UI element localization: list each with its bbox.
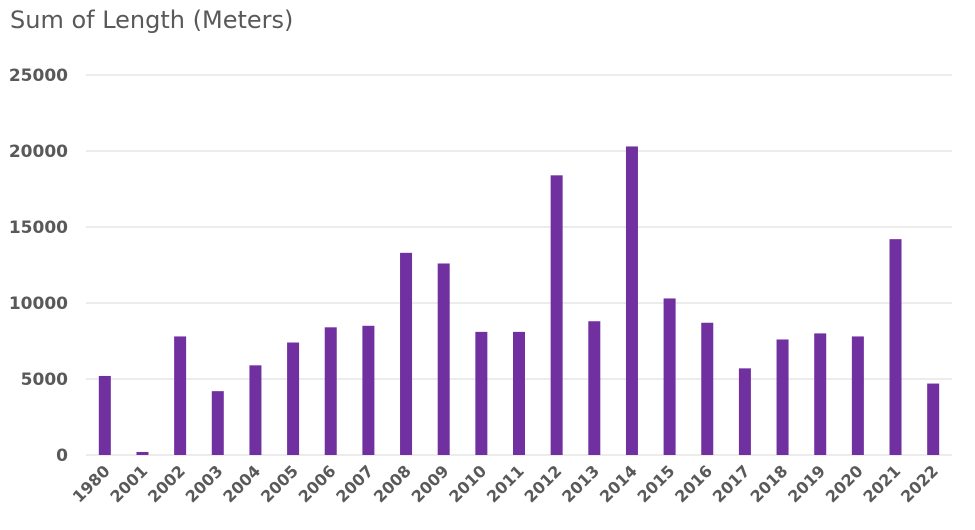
x-tick-label: 2010 <box>445 461 490 506</box>
x-tick-label: 2004 <box>219 461 264 506</box>
bar-2017 <box>738 368 751 455</box>
x-tick-label: 2015 <box>634 461 679 506</box>
bar-1980 <box>98 375 111 455</box>
x-tick-label: 2006 <box>295 461 340 506</box>
bar-2005 <box>287 342 300 455</box>
x-tick-label: 2021 <box>859 461 904 506</box>
bar-2021 <box>889 239 902 455</box>
x-tick-label: 2019 <box>784 461 829 506</box>
x-tick-label: 2005 <box>257 461 302 506</box>
x-tick-label: 2014 <box>596 461 641 506</box>
x-tick-label: 2020 <box>822 461 867 506</box>
bar-2019 <box>814 333 827 455</box>
y-tick-label: 5000 <box>21 370 68 390</box>
x-tick-label: 2011 <box>483 461 528 506</box>
bar-2008 <box>400 252 413 455</box>
x-axis-ticks: 1980200120022003200420052006200720082009… <box>69 461 942 506</box>
x-tick-label: 2018 <box>746 461 791 506</box>
y-tick-label: 15000 <box>9 218 68 238</box>
x-tick-label: 2022 <box>897 461 942 506</box>
y-tick-label: 20000 <box>9 142 68 162</box>
y-tick-label: 25000 <box>9 66 68 86</box>
x-tick-label: 1980 <box>69 461 114 506</box>
bar-2020 <box>851 336 864 455</box>
bar-2014 <box>625 146 638 455</box>
bar-2016 <box>701 322 714 455</box>
x-tick-label: 2001 <box>106 461 151 506</box>
x-tick-label: 2007 <box>332 461 377 506</box>
bar-2006 <box>324 327 337 455</box>
x-tick-label: 2003 <box>182 461 227 506</box>
x-tick-label: 2008 <box>370 461 415 506</box>
y-axis-ticks: 0 5000 10000 15000 20000 25000 <box>9 66 68 466</box>
bars <box>98 146 940 455</box>
bar-2004 <box>249 365 262 455</box>
bar-2011 <box>513 331 525 455</box>
bar-2007 <box>362 325 375 455</box>
y-tick-label: 10000 <box>9 294 68 314</box>
bar-2009 <box>437 263 450 455</box>
bar-2001 <box>136 451 149 455</box>
x-tick-label: 2017 <box>709 461 754 506</box>
bar-2018 <box>776 339 789 455</box>
bar-2003 <box>211 391 224 455</box>
x-tick-label: 2016 <box>671 461 716 506</box>
y-tick-label: 0 <box>56 446 68 466</box>
bar-2022 <box>927 383 940 455</box>
x-tick-label: 2012 <box>521 461 566 506</box>
bar-2010 <box>475 331 488 455</box>
bar-2015 <box>663 298 676 455</box>
bar-2012 <box>550 175 563 455</box>
bar-2002 <box>174 336 187 455</box>
x-tick-label: 2009 <box>408 461 453 506</box>
x-tick-label: 2002 <box>144 461 189 506</box>
bar-2013 <box>588 321 601 455</box>
chart-title: Sum of Length (Meters) <box>10 6 294 34</box>
x-tick-label: 2013 <box>558 461 603 506</box>
